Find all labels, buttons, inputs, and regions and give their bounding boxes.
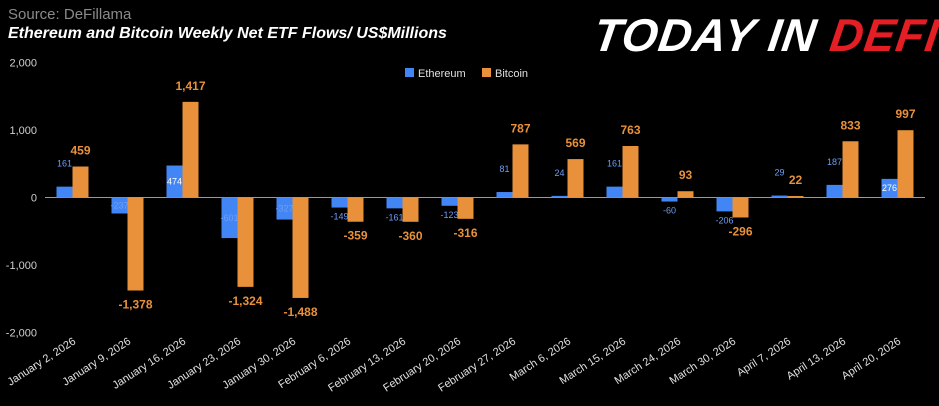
x-tick-label: April 20, 2026 (840, 335, 903, 382)
bitcoin-data-label: 1,417 (175, 79, 205, 93)
ethereum-bar (716, 197, 733, 212)
data-labels: 161459-237-1,3784741,417-601-1,324-327-1… (57, 79, 916, 319)
ethereum-data-label: -149 (330, 212, 348, 222)
bitcoin-bar (897, 130, 914, 198)
legend-label-bitcoin: Bitcoin (495, 68, 528, 80)
bitcoin-bar (732, 197, 749, 218)
bitcoin-bar (292, 197, 309, 298)
bitcoin-bar (347, 197, 364, 222)
bitcoin-data-label: -296 (728, 224, 752, 238)
legend-label-ethereum: Ethereum (418, 68, 466, 80)
bitcoin-bar (72, 166, 89, 198)
bitcoin-bar (567, 159, 584, 198)
bitcoin-bar (787, 196, 804, 198)
bitcoin-data-label: 22 (789, 173, 803, 187)
ethereum-bar (111, 197, 128, 214)
bitcoin-data-label: 787 (510, 121, 530, 135)
ethereum-data-label: 29 (774, 168, 784, 178)
ethereum-data-label: 24 (554, 168, 564, 178)
ethereum-bar (386, 197, 403, 209)
bitcoin-data-label: -316 (453, 226, 477, 240)
ethereum-bar (166, 165, 183, 198)
bitcoin-bar (842, 141, 859, 198)
ethereum-data-label: 81 (499, 164, 509, 174)
ethereum-bar (56, 186, 73, 198)
bitcoin-bar (127, 197, 144, 291)
ethereum-bar (496, 192, 513, 198)
bitcoin-bar (237, 197, 254, 287)
ethereum-bar (441, 197, 458, 206)
bitcoin-data-label: 569 (565, 136, 585, 150)
ethereum-data-label: -237 (110, 200, 128, 210)
y-tick-label: -2,000 (6, 328, 37, 340)
bitcoin-data-label: -1,324 (228, 294, 262, 308)
legend-swatch-ethereum (405, 68, 414, 77)
bitcoin-data-label: 997 (895, 107, 915, 121)
ethereum-bar (606, 186, 623, 198)
bitcoin-data-label: -1,488 (283, 305, 317, 319)
legend: Ethereum Bitcoin (405, 68, 528, 80)
ethereum-bar (826, 184, 843, 198)
ethereum-data-label: -60 (663, 206, 676, 216)
ethereum-data-label: -123 (440, 210, 458, 220)
y-tick-label: 2,000 (9, 58, 37, 70)
ethereum-data-label: 161 (607, 159, 622, 169)
bitcoin-data-label: 459 (70, 144, 90, 158)
bitcoin-bar (512, 144, 529, 198)
bitcoin-bar (182, 101, 199, 198)
bitcoin-data-label: 763 (620, 123, 640, 137)
y-tick-label: 0 (31, 193, 37, 205)
y-tick-label: -1,000 (6, 260, 37, 272)
ethereum-data-label: 187 (827, 157, 842, 167)
ethereum-data-label: -206 (715, 215, 733, 225)
bitcoin-data-label: 93 (679, 168, 693, 182)
ethereum-bar (221, 197, 238, 239)
bars (56, 101, 914, 298)
ethereum-bar (771, 195, 788, 198)
y-tick-label: 1,000 (9, 125, 37, 137)
ethereum-data-label: -601 (220, 213, 238, 223)
ethereum-bar (661, 197, 678, 202)
bitcoin-data-label: -359 (343, 229, 367, 243)
chart-title: Ethereum and Bitcoin Weekly Net ETF Flow… (8, 25, 447, 42)
ethereum-data-label: -161 (385, 212, 403, 222)
bitcoin-data-label: -360 (398, 229, 422, 243)
ethereum-bar (276, 197, 293, 220)
x-tick-label: April 13, 2026 (785, 335, 848, 382)
ethereum-bar (881, 178, 898, 198)
ethereum-data-label: 161 (57, 159, 72, 169)
bitcoin-bar (457, 197, 474, 219)
bitcoin-bar (402, 197, 419, 222)
ethereum-data-label: 474 (167, 177, 182, 187)
source-label: Source: DeFillama (8, 6, 132, 23)
bitcoin-data-label: -1,378 (118, 298, 152, 312)
ethereum-data-label: -327 (275, 204, 293, 214)
ethereum-bar (551, 195, 568, 198)
ethereum-bar (331, 197, 348, 208)
ethereum-data-label: 276 (882, 183, 897, 193)
bitcoin-data-label: 833 (840, 118, 860, 132)
bitcoin-bar (622, 145, 639, 198)
legend-swatch-bitcoin (482, 68, 491, 77)
bitcoin-bar (677, 191, 694, 198)
